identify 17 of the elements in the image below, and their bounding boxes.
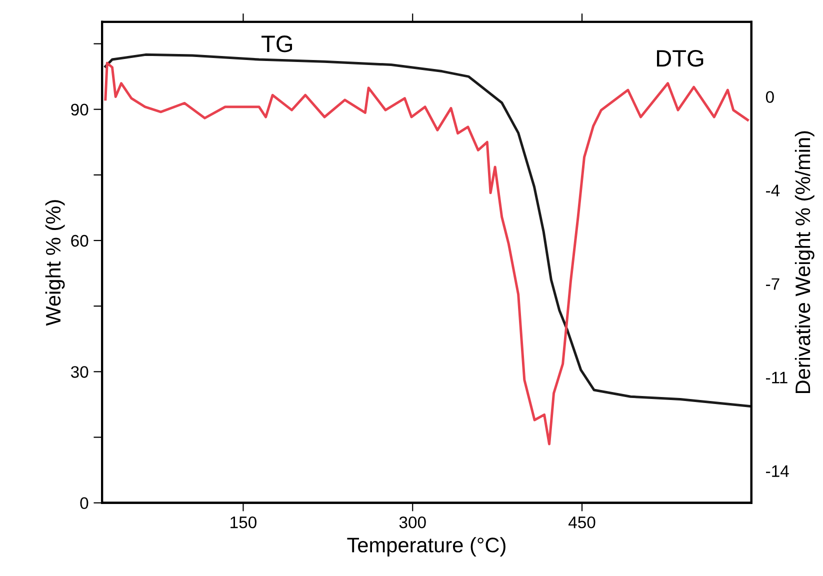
y-tick-label: 0	[80, 497, 88, 510]
y-tick-label: 30	[70, 366, 88, 378]
x-tick-label: 300	[399, 516, 426, 528]
annotation: DTG	[656, 50, 704, 67]
y2-tick-label: -7	[766, 278, 780, 290]
x-axis-title: Temperature (°C)	[347, 537, 506, 557]
annotation: TG	[262, 36, 292, 52]
y2-axis-title: Derivative Weight % (%/min)	[794, 131, 814, 394]
y2-tick-label: -11	[766, 372, 788, 384]
y2-tick-label: -14	[766, 465, 789, 477]
x-tick-label: 450	[568, 516, 596, 528]
y-axis-title: Weight % (%)	[45, 200, 65, 326]
y2-tick-label: -4	[766, 184, 780, 196]
y-tick-label: 90	[71, 104, 88, 116]
y-tick-label: 60	[71, 234, 88, 247]
x-tick-label: 150	[230, 516, 256, 528]
y2-tick-label: 0	[766, 91, 774, 103]
